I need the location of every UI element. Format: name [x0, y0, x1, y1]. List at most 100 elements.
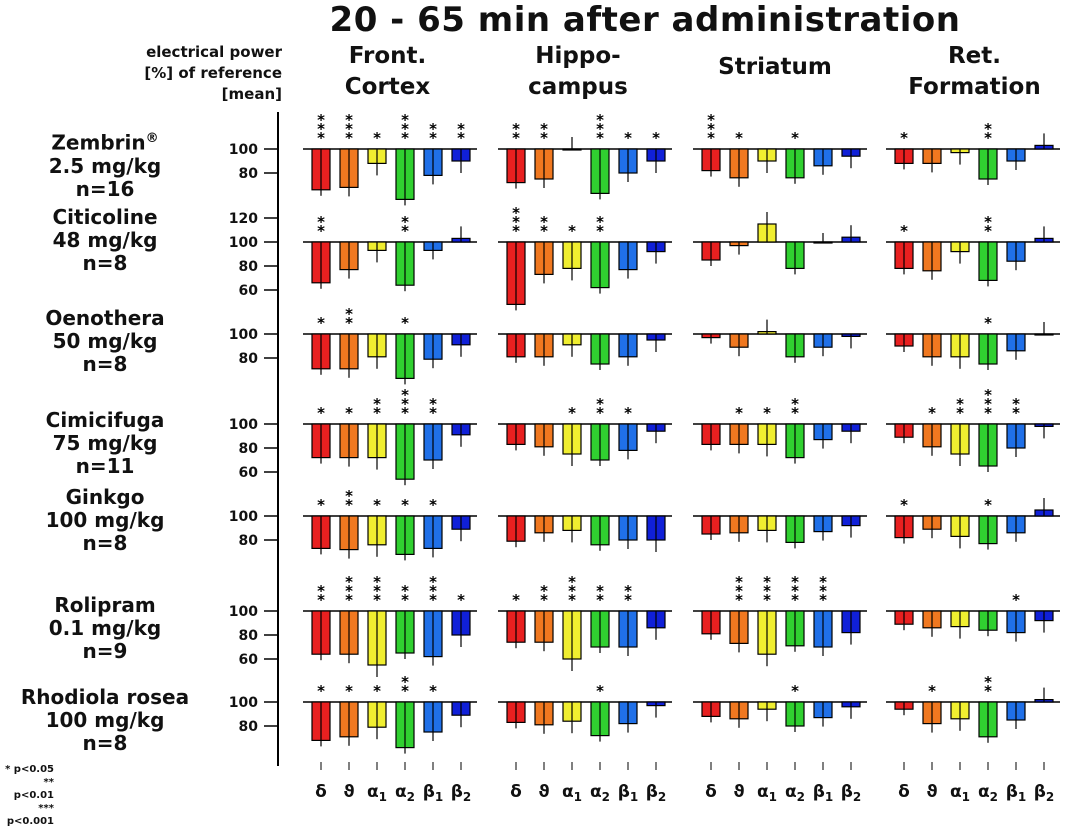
drug-n: n=8: [82, 251, 128, 275]
significance-star: *: [373, 582, 381, 600]
region-header-line: Ret.: [947, 43, 1002, 69]
significance-star: *: [429, 496, 437, 514]
significance-star: *: [345, 591, 353, 609]
significance-star: *: [596, 222, 604, 240]
drug-label-ginkgo: Ginkgo 100 mg/kg n=8: [5, 486, 205, 555]
significance-star: *: [984, 404, 992, 422]
significance-star: *: [1012, 591, 1020, 609]
significance-star: *: [401, 222, 409, 240]
significance-star: *: [707, 120, 715, 138]
significance-star: *: [401, 682, 409, 700]
significance-star: *: [791, 591, 799, 609]
band-label: ϑ: [343, 782, 354, 802]
panel: **** *: [693, 111, 867, 187]
panel: ****: [303, 305, 477, 385]
region-header-line: Front.: [348, 43, 427, 69]
panel: *********: [498, 111, 672, 200]
band-label: β1: [618, 782, 639, 804]
panel: **************: [303, 573, 477, 677]
drug-name: Rolipram: [54, 593, 156, 617]
drug-dose: 48 mg/kg: [52, 228, 158, 252]
significance-star: *: [401, 673, 409, 691]
significance-star: *: [429, 129, 437, 147]
significance-star: *: [345, 682, 353, 700]
panel: * ** ***** **: [498, 573, 672, 671]
y-tick-label: 80: [239, 351, 259, 367]
significance-star: *: [624, 129, 632, 147]
panel: *: [886, 591, 1060, 642]
significance-star: *: [373, 395, 381, 413]
significance-star: *: [984, 129, 992, 147]
significance-star: *: [928, 404, 936, 422]
significance-star: *: [791, 395, 799, 413]
significance-star: *: [819, 591, 827, 609]
significance-star: *: [345, 487, 353, 505]
band-label: β2: [646, 782, 667, 804]
y-tick-label: 80: [239, 441, 259, 457]
band-label: δ: [705, 782, 717, 802]
drug-dose: 75 mg/kg: [52, 431, 158, 455]
drug-n: n=8: [82, 731, 128, 755]
significance-star: *: [568, 404, 576, 422]
y-tick-label: 80: [239, 533, 259, 549]
panel: **************: [303, 111, 477, 206]
y-tick-label: 80: [239, 259, 259, 275]
bar: [813, 241, 833, 244]
significance-star: *: [1012, 404, 1020, 422]
drug-label-oenothera: Oenothera 50 mg/kg n=8: [5, 307, 205, 376]
significance-star: *: [735, 129, 743, 147]
significance-star: *: [429, 582, 437, 600]
significance-star: *: [540, 582, 548, 600]
drug-n: n=8: [82, 352, 128, 376]
band-label: δ: [315, 782, 327, 802]
drug-label-cimicifuga: Cimicifuga 75 mg/kg n=11: [5, 409, 205, 478]
drug-dose: 50 mg/kg: [52, 329, 158, 353]
significance-star: *: [624, 404, 632, 422]
significance-star: *: [763, 573, 771, 591]
significance-star: *: [763, 582, 771, 600]
band-label: β2: [1034, 782, 1055, 804]
significance-star: *: [596, 404, 604, 422]
band-label: α2: [395, 782, 415, 804]
significance-star: *: [317, 496, 325, 514]
panel: *: [498, 682, 672, 742]
significance-star: *: [791, 404, 799, 422]
significance-star: *: [345, 404, 353, 422]
significance-star: *: [317, 111, 325, 129]
band-label: β2: [841, 782, 862, 804]
drug-name: Oenothera: [45, 306, 165, 330]
drug-label-rolipram: Rolipram 0.1 mg/kg n=9: [5, 594, 205, 663]
significance-star: *: [735, 573, 743, 591]
drug-dose: 2.5 mg/kg: [48, 153, 162, 178]
significance-star: *: [956, 395, 964, 413]
region-header-line: campus: [528, 74, 628, 100]
significance-star: *: [429, 404, 437, 422]
band-label: δ: [898, 782, 910, 802]
y-tick-label: 100: [229, 417, 258, 433]
y-tick-label: 80: [239, 166, 259, 182]
significance-star: *: [984, 314, 992, 332]
significance-star: *: [317, 120, 325, 138]
band-label: α1: [950, 782, 970, 804]
significance-star: *: [345, 120, 353, 138]
significance-star: *: [401, 213, 409, 231]
y-tick-label: 80: [239, 719, 259, 735]
significance-star: *: [512, 129, 520, 147]
significance-star: *: [317, 213, 325, 231]
significance-star: *: [540, 213, 548, 231]
panel: * **: [886, 120, 1060, 185]
region-header-hippocampus: Hippo- campus: [508, 41, 648, 103]
band-label: ϑ: [538, 782, 549, 802]
region-header-striatum: Striatum: [700, 52, 850, 83]
significance-star: *: [401, 404, 409, 422]
significance-star: *: [624, 582, 632, 600]
significance-star: *: [317, 404, 325, 422]
y-axis-note: electrical power [%] of reference [mean]: [80, 42, 282, 105]
significance-legend-item: * p<0.05: [5, 764, 54, 775]
drug-name: Cimicifuga: [45, 408, 165, 432]
panel: [693, 515, 867, 549]
significance-star: *: [345, 314, 353, 332]
significance-star: *: [596, 591, 604, 609]
band-label: α2: [590, 782, 610, 804]
significance-star: *: [984, 682, 992, 700]
